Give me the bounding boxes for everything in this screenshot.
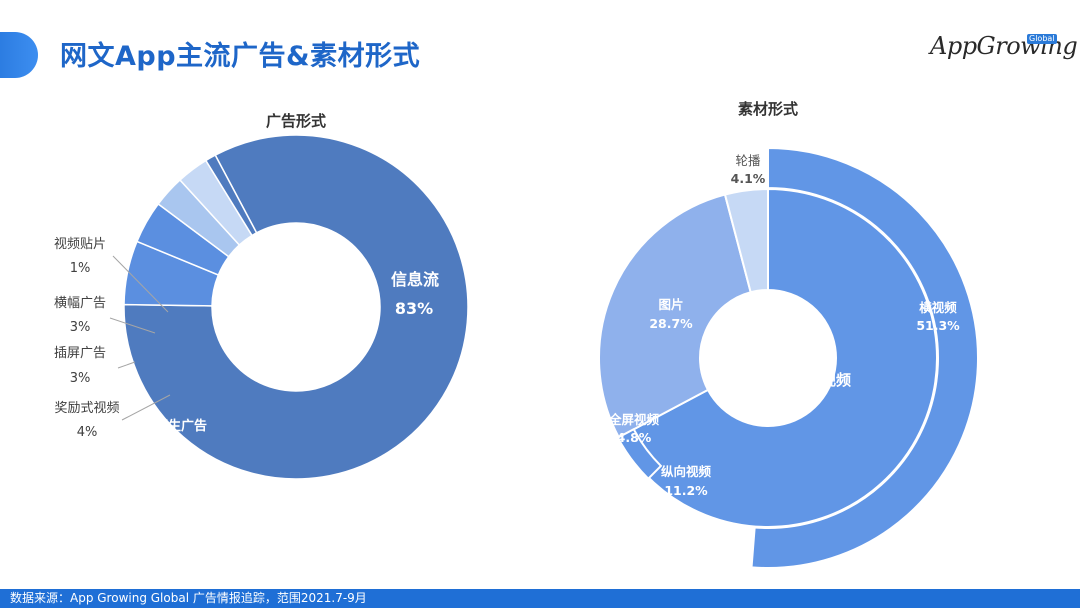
data-source-text: 数据来源：App Growing Global 广告情报追踪，范围2021.7-… — [10, 591, 367, 605]
right-outer-value-2: 4.8% — [617, 430, 652, 445]
left-leader-line-5 — [112, 255, 169, 313]
left-leader-line-2 — [121, 394, 171, 421]
right-outer-label-4: 轮播 — [735, 153, 761, 168]
left-slice-label-5: 视频贴片 — [54, 237, 106, 252]
right-outer-slice-0 — [750, 146, 979, 569]
right-outer-label-1: 纵向视频 — [661, 464, 712, 479]
left-slice-label-2: 奖励式视频 — [54, 401, 119, 416]
page-title: 网文App主流广告&素材形式 — [60, 41, 421, 72]
left-pie-slice-0 — [123, 134, 469, 480]
left-slice-value-1: 6% — [170, 443, 192, 458]
right-chart-title: 素材形式 — [738, 100, 798, 118]
left-slice-label-3: 插屏广告 — [54, 346, 106, 361]
right-inner-slice-0 — [617, 187, 938, 528]
left-slice-label-4: 横幅广告 — [54, 296, 106, 311]
left-chart-title: 广告形式 — [266, 112, 326, 130]
title-accent-bar — [0, 32, 38, 78]
right-outer-label-2: 全屏视频 — [608, 412, 660, 427]
left-leader-line-4 — [109, 317, 156, 334]
appgrowing-logo: AppGrowing Global — [930, 30, 1078, 70]
right-outer-value-1: 11.2% — [664, 483, 708, 498]
right-outer-label-3: 图片 — [658, 297, 683, 312]
left-pie-slice-5 — [204, 154, 258, 237]
left-slice-value-5: 1% — [70, 261, 91, 276]
left-slice-label-0: 信息流 — [391, 270, 439, 289]
left-slice-value-3: 3% — [70, 371, 91, 386]
left-leader-line-3 — [117, 361, 136, 369]
left-slice-value-0: 83% — [395, 299, 433, 318]
footer-bar: 数据来源：App Growing Global 广告情报追踪，范围2021.7-… — [0, 589, 1080, 608]
right-outer-slice-2 — [616, 427, 663, 481]
right-outer-value-0: 51.3% — [916, 318, 960, 333]
right-outer-label-0: 横视频 — [919, 300, 957, 315]
right-inner-label-0: 视频 — [821, 371, 851, 389]
right-inner-slice-1 — [598, 193, 752, 439]
left-slice-value-4: 3% — [70, 320, 91, 335]
left-slice-label-1: 原生广告 — [155, 418, 207, 434]
right-outer-value-4: 4.1% — [731, 171, 766, 186]
logo-badge: Global — [1027, 34, 1057, 44]
left-slice-value-2: 4% — [77, 425, 98, 440]
right-outer-value-3: 28.7% — [649, 316, 693, 331]
right-inner-slice-2 — [723, 187, 769, 294]
